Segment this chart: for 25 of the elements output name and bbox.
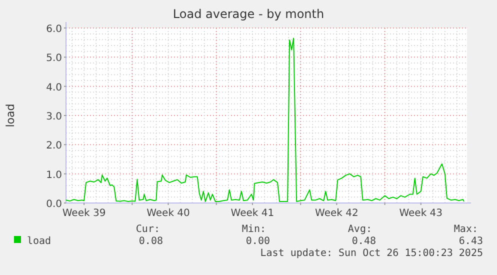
- x-tick-label: Week 41: [230, 208, 274, 219]
- x-tick-label: Week 40: [146, 208, 190, 219]
- y-tick-label: 5.0: [46, 53, 62, 64]
- text: 6.43: [458, 236, 483, 247]
- line-series: [66, 38, 464, 202]
- text: 0.48: [352, 236, 376, 247]
- y-tick-label: 4.0: [46, 82, 62, 94]
- y-tick-label: 1.0: [46, 170, 62, 181]
- text: Last update: Sun Oct 26 15:00:23 2025: [260, 248, 483, 259]
- x-tick-label: Week 43: [399, 208, 443, 219]
- y-tick-label: 0.0: [46, 199, 62, 210]
- x-tick-label: Week 39: [62, 208, 106, 219]
- y-axis-title: load: [4, 104, 17, 128]
- text: Avg:: [348, 224, 372, 235]
- y-tick-label: 6.0: [46, 24, 62, 35]
- text: 0.08: [138, 236, 163, 247]
- y-tick-label: 3.0: [46, 112, 62, 122]
- y-tick-label: 2.0: [46, 140, 62, 152]
- text: Cur:: [136, 224, 160, 235]
- chart-title: Load average - by month: [172, 7, 324, 21]
- x-tick-label: Week 42: [315, 208, 358, 219]
- text: Min:: [242, 224, 266, 235]
- text: 0.00: [246, 236, 270, 247]
- text: Max:: [454, 224, 478, 235]
- legend-label: load: [27, 236, 52, 247]
